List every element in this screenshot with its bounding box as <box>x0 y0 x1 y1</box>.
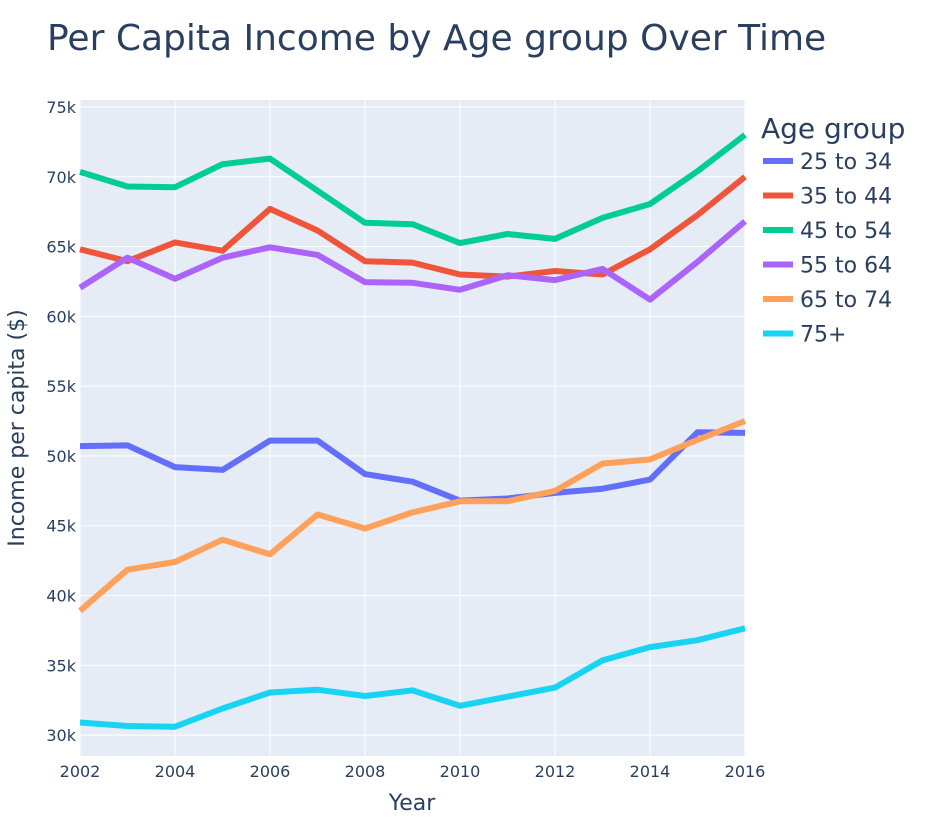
y-tick-label: 75k <box>46 98 76 117</box>
y-tick-label: 60k <box>46 307 76 326</box>
x-axis: 2002 2004 2006 2008 2010 2012 2014 2016 <box>60 762 766 781</box>
series-line <box>79 625 746 730</box>
plot-area <box>80 100 745 756</box>
y-tick-label: 70k <box>46 168 76 187</box>
x-tick-label: 2008 <box>345 762 386 781</box>
y-tick-label: 50k <box>46 447 76 466</box>
y-tick-label: 35k <box>46 656 76 675</box>
y-axis-title: Income per capita ($) <box>5 309 30 546</box>
legend: Age group 25 to 34 35 to 44 45 to 54 55 to … <box>761 112 905 348</box>
x-tick-label: 2014 <box>630 762 671 781</box>
y-tick-label: 65k <box>46 238 76 257</box>
y-tick-label: 55k <box>46 377 76 396</box>
x-tick-label: 2004 <box>155 762 196 781</box>
legend-item-label: 25 to 34 <box>800 150 892 175</box>
legend-item-label: 45 to 54 <box>800 219 892 244</box>
y-tick-label: 40k <box>46 586 76 605</box>
x-tick-label: 2006 <box>250 762 291 781</box>
legend-item-label: 35 to 44 <box>800 185 892 210</box>
series-line <box>79 429 746 504</box>
series-line <box>79 174 747 280</box>
legend-item-label: 75+ <box>800 323 846 348</box>
x-tick-label: 2010 <box>440 762 481 781</box>
x-tick-label: 2016 <box>725 762 766 781</box>
series-lines <box>78 132 747 730</box>
x-axis-title: Year <box>388 791 437 816</box>
series-line <box>78 418 747 614</box>
y-axis: 30k 35k 40k 45k 50k 55k 60k 65k 70k 75k <box>46 98 76 745</box>
legend-item-label: 55 to 64 <box>800 254 892 279</box>
legend-title: Age group <box>761 112 905 145</box>
grid <box>79 100 746 756</box>
y-tick-label: 45k <box>46 517 76 536</box>
legend-item-label: 65 to 74 <box>800 288 892 313</box>
y-tick-label: 30k <box>46 726 76 745</box>
x-tick-label: 2012 <box>535 762 576 781</box>
x-tick-label: 2002 <box>60 762 101 781</box>
chart-title: Per Capita Income by Age group Over Time <box>47 18 826 59</box>
series-line <box>78 219 747 303</box>
series-line <box>79 132 747 247</box>
